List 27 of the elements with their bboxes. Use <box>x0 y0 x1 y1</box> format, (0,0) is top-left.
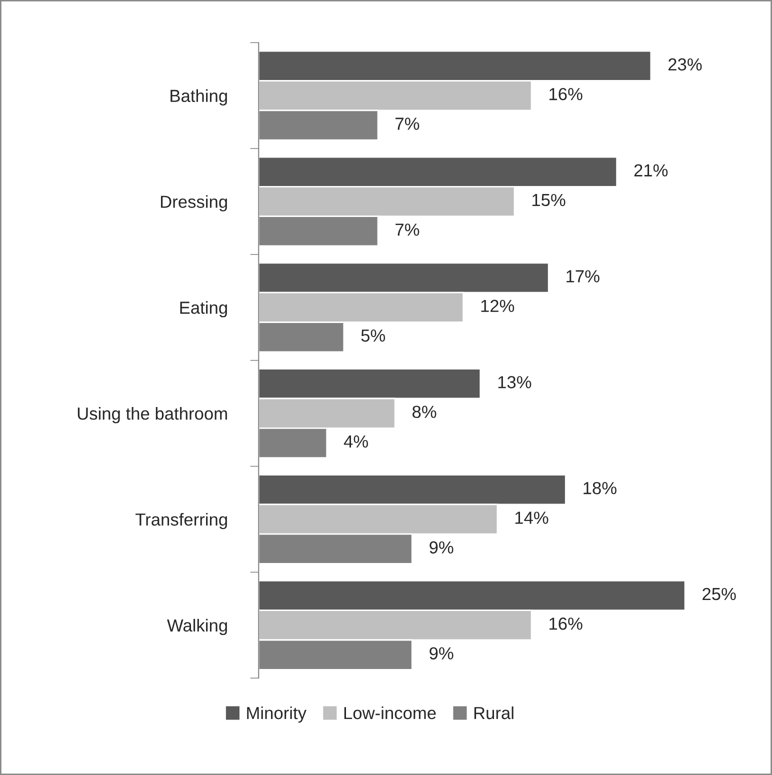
data-label: 8% <box>412 406 436 418</box>
y-tick-label: Using the bathroom <box>78 407 227 424</box>
data-label: 4% <box>344 435 368 448</box>
data-label: 17% <box>566 270 600 282</box>
data-label: 9% <box>430 541 454 554</box>
data-label: 25% <box>702 588 736 600</box>
data-label: 12% <box>481 300 514 312</box>
data-label: 9% <box>430 647 454 660</box>
data-label: 7% <box>396 118 420 130</box>
legend-label: Low-income <box>344 706 436 720</box>
y-tick-label: Bathing <box>170 89 227 106</box>
y-tick-label: Transferring <box>136 512 227 530</box>
data-label: 16% <box>550 618 582 630</box>
y-tick-label: Walking <box>167 618 227 636</box>
legend-label: Rural <box>474 706 514 720</box>
data-label: 5% <box>361 330 386 342</box>
data-label: 21% <box>634 164 668 176</box>
y-tick-label: Eating <box>180 301 227 318</box>
data-label: 15% <box>532 194 566 206</box>
y-tick-label: Dressing <box>160 195 227 212</box>
data-label: 18% <box>584 482 616 494</box>
data-label: 16% <box>550 88 582 100</box>
data-label: 7% <box>396 224 420 236</box>
data-label: 13% <box>498 376 532 388</box>
data-label: 14% <box>515 512 548 524</box>
data-label: 23% <box>668 58 702 71</box>
legend-label: Minority <box>247 706 306 723</box>
